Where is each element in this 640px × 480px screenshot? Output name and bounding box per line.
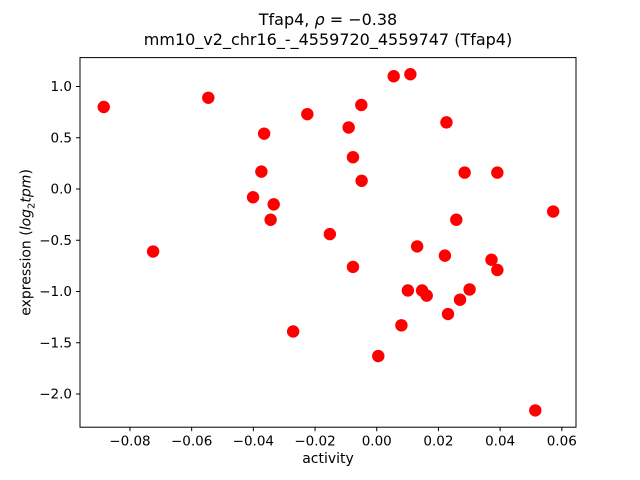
scatter-point bbox=[257, 127, 271, 140]
scatter-point bbox=[323, 227, 337, 241]
scatter-point bbox=[491, 263, 504, 277]
y-tick-label: −0.5 bbox=[39, 233, 72, 249]
scatter-point bbox=[355, 98, 368, 112]
scatter-point bbox=[255, 165, 268, 178]
scatter-point bbox=[301, 107, 314, 121]
y-label-text: expression ( bbox=[18, 230, 35, 316]
scatter-point bbox=[355, 174, 368, 187]
scatter-point bbox=[346, 151, 360, 164]
scatter-point bbox=[546, 205, 560, 218]
x-axis-label: activity bbox=[302, 451, 354, 467]
scatter-point bbox=[438, 249, 452, 262]
scatter-point bbox=[372, 349, 385, 363]
x-tick-label: 0.06 bbox=[547, 434, 577, 450]
scatter-point bbox=[387, 70, 400, 83]
chart-title: Tfap4, ρ = −0.38 bbox=[80, 10, 576, 30]
correlation-value: = −0.38 bbox=[324, 10, 398, 29]
scatter-point bbox=[342, 121, 355, 134]
x-tick-label: −0.06 bbox=[171, 434, 212, 450]
x-tick-label: 0.04 bbox=[485, 434, 515, 450]
scatter-point bbox=[267, 198, 280, 211]
scatter-point bbox=[286, 325, 300, 338]
title-text: Tfap4, bbox=[258, 10, 315, 29]
scatter-point bbox=[410, 240, 424, 253]
scatter-point bbox=[246, 190, 260, 204]
y-tick-label: 0.5 bbox=[51, 130, 72, 146]
scatter-point bbox=[264, 213, 277, 226]
scatter-point bbox=[485, 253, 498, 266]
scatter-point bbox=[491, 166, 504, 179]
scatter-point bbox=[346, 260, 360, 274]
scatter-point bbox=[97, 100, 110, 114]
y-tick-label: −2.0 bbox=[39, 387, 72, 403]
y-label-log: log bbox=[18, 208, 35, 231]
y-label-subscript: 2 bbox=[26, 202, 38, 209]
scatter-point bbox=[440, 116, 453, 129]
scatter-point bbox=[146, 245, 160, 258]
y-label-tpm: tpm bbox=[18, 174, 35, 203]
scatter-point bbox=[441, 307, 455, 321]
x-tick-label: 0.00 bbox=[362, 434, 392, 450]
scatter-point bbox=[404, 68, 417, 81]
scatter-point bbox=[463, 283, 476, 296]
y-label-close: ) bbox=[18, 169, 35, 175]
chart-subtitle: mm10_v2_chr16_-_4559720_4559747 (Tfap4) bbox=[143, 30, 513, 49]
y-tick-label: −1.0 bbox=[39, 284, 72, 300]
x-tick-label: −0.04 bbox=[233, 434, 274, 450]
scatter-point bbox=[453, 293, 467, 306]
x-tick-label: −0.08 bbox=[109, 434, 150, 450]
scatter-point bbox=[420, 289, 433, 302]
scatter-point bbox=[401, 284, 415, 297]
y-tick-label: −1.5 bbox=[39, 335, 72, 351]
scatter-point bbox=[450, 213, 463, 226]
scatter-point bbox=[529, 404, 542, 417]
y-tick-label: 1.0 bbox=[51, 79, 72, 95]
x-tick-label: 0.02 bbox=[423, 434, 453, 450]
scatter-point bbox=[395, 319, 408, 332]
rho-symbol: ρ bbox=[314, 10, 325, 29]
x-tick-label: −0.02 bbox=[294, 434, 335, 450]
scatter-point bbox=[458, 166, 471, 179]
axes-frame bbox=[79, 57, 577, 428]
y-tick-label: 0.0 bbox=[51, 182, 72, 198]
y-axis-label: expression (log2tpm) bbox=[19, 92, 38, 392]
scatter-point bbox=[202, 91, 215, 104]
